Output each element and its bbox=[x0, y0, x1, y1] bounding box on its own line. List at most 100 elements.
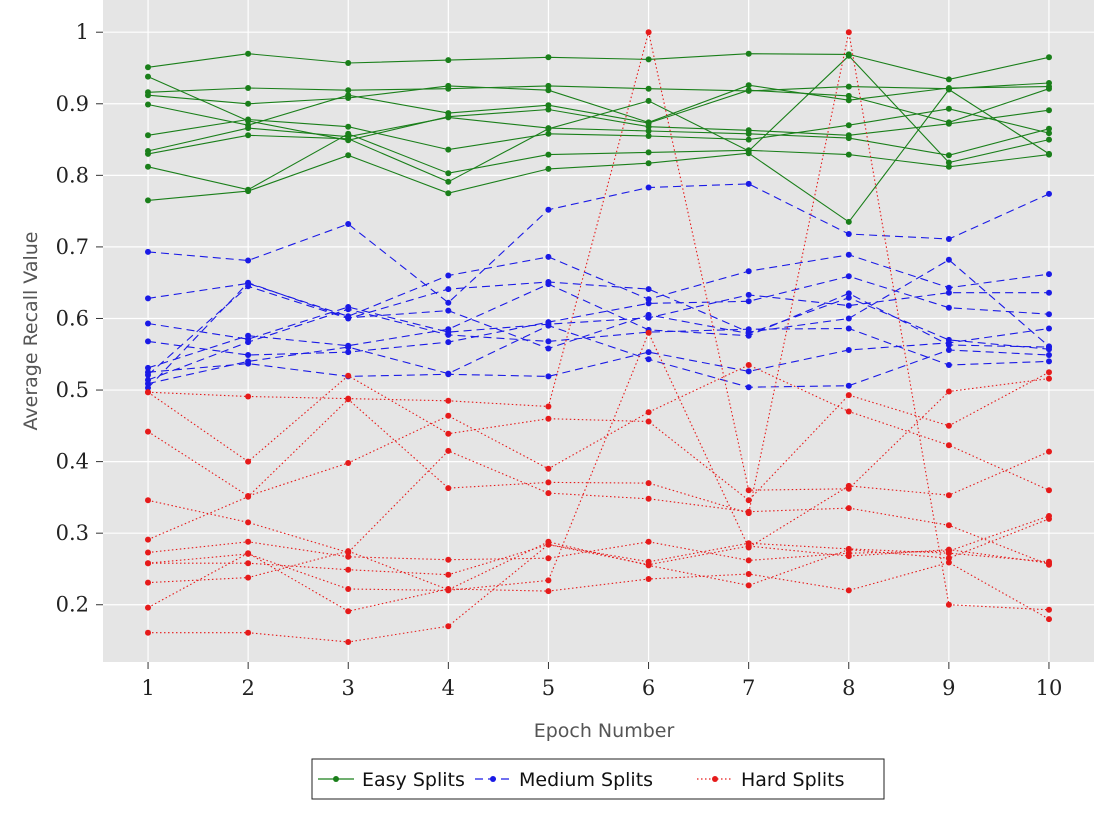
data-point bbox=[1046, 515, 1052, 522]
data-point bbox=[145, 320, 151, 327]
data-point bbox=[445, 370, 452, 377]
legend-label: Hard Splits bbox=[741, 769, 845, 791]
series-line-dashed bbox=[147, 254, 1050, 317]
data-point bbox=[745, 326, 752, 333]
data-point bbox=[845, 294, 852, 301]
axis-ticks: 0.2 0.3 0.4 0.5 0.6 0.7 0.8 0.9 1 1 2 3 4 5 6 7 8 9 10 bbox=[56, 20, 1063, 700]
data-point bbox=[245, 574, 252, 581]
series-line-solid bbox=[147, 55, 1050, 183]
data-point bbox=[545, 555, 552, 562]
data-point bbox=[745, 330, 752, 337]
data-point bbox=[1046, 311, 1052, 318]
data-point bbox=[245, 560, 252, 567]
data-point bbox=[945, 492, 952, 499]
data-point bbox=[845, 29, 852, 36]
data-point bbox=[245, 458, 252, 465]
data-point bbox=[245, 279, 252, 286]
y-tick-label: 0.6 bbox=[56, 306, 89, 330]
data-point bbox=[145, 132, 151, 139]
data-point bbox=[545, 54, 552, 61]
data-point bbox=[645, 480, 652, 487]
legend-marker bbox=[490, 776, 496, 782]
data-point bbox=[245, 125, 252, 132]
data-point bbox=[845, 290, 852, 297]
data-point bbox=[445, 299, 452, 306]
data-point bbox=[445, 57, 452, 64]
data-point bbox=[245, 352, 252, 358]
data-point bbox=[845, 325, 852, 332]
data-point bbox=[245, 629, 252, 636]
x-tick-label: 9 bbox=[942, 676, 955, 700]
data-point bbox=[345, 586, 352, 592]
data-point bbox=[1046, 107, 1052, 114]
y-tick-label: 1 bbox=[76, 20, 89, 44]
data-point bbox=[945, 105, 952, 112]
data-point bbox=[845, 315, 852, 322]
data-point bbox=[145, 629, 151, 636]
data-point bbox=[245, 332, 252, 339]
data-point bbox=[645, 184, 652, 191]
data-point bbox=[545, 345, 552, 352]
data-point bbox=[1046, 325, 1052, 332]
x-tick-label: 1 bbox=[141, 676, 154, 700]
data-point bbox=[145, 380, 151, 387]
data-point bbox=[1046, 190, 1052, 197]
data-point bbox=[445, 397, 452, 404]
data-point bbox=[245, 85, 252, 91]
legend-marker bbox=[712, 776, 718, 782]
data-point bbox=[345, 152, 352, 159]
data-point bbox=[1046, 289, 1052, 296]
data-point bbox=[845, 218, 852, 225]
data-point bbox=[745, 362, 752, 368]
data-point bbox=[245, 132, 252, 139]
data-point bbox=[445, 110, 452, 117]
data-point bbox=[345, 349, 352, 356]
data-point bbox=[345, 566, 352, 573]
data-point bbox=[545, 102, 552, 109]
data-point bbox=[445, 326, 452, 333]
data-point bbox=[1046, 487, 1052, 494]
data-point bbox=[745, 497, 752, 504]
series-line-dotted bbox=[147, 371, 1050, 502]
data-point bbox=[645, 85, 652, 92]
data-point bbox=[145, 389, 151, 396]
data-point bbox=[945, 546, 952, 553]
data-point bbox=[545, 577, 552, 584]
data-point bbox=[745, 571, 752, 577]
legend-label: Medium Splits bbox=[519, 769, 653, 791]
data-point bbox=[845, 251, 852, 258]
data-point bbox=[645, 133, 652, 139]
series-line-dashed bbox=[147, 259, 1050, 376]
legend-label: Easy Splits bbox=[362, 769, 465, 791]
data-point bbox=[445, 571, 452, 578]
data-point bbox=[545, 151, 552, 158]
data-point bbox=[145, 428, 151, 435]
legend-box bbox=[311, 758, 885, 800]
data-point bbox=[1046, 375, 1052, 382]
data-point bbox=[845, 52, 852, 59]
data-point bbox=[145, 163, 151, 170]
data-point bbox=[545, 125, 552, 132]
data-point bbox=[1046, 560, 1052, 567]
data-point bbox=[345, 92, 352, 99]
data-point bbox=[345, 460, 352, 466]
data-point bbox=[845, 92, 852, 99]
data-point bbox=[745, 582, 752, 589]
data-point bbox=[645, 56, 652, 63]
data-point bbox=[945, 304, 952, 311]
data-point bbox=[745, 136, 752, 143]
data-point bbox=[445, 178, 452, 185]
x-tick-label: 8 bbox=[842, 676, 855, 700]
data-point bbox=[645, 418, 652, 425]
series-line-solid bbox=[147, 116, 1050, 156]
data-point bbox=[145, 73, 151, 80]
data-point bbox=[945, 555, 952, 562]
data-point bbox=[445, 307, 452, 314]
data-point bbox=[645, 97, 652, 104]
data-point bbox=[245, 393, 252, 400]
data-point bbox=[545, 479, 552, 486]
data-point bbox=[445, 586, 452, 592]
data-point bbox=[645, 495, 652, 502]
data-point bbox=[245, 116, 252, 123]
series-line-solid bbox=[147, 84, 1050, 123]
